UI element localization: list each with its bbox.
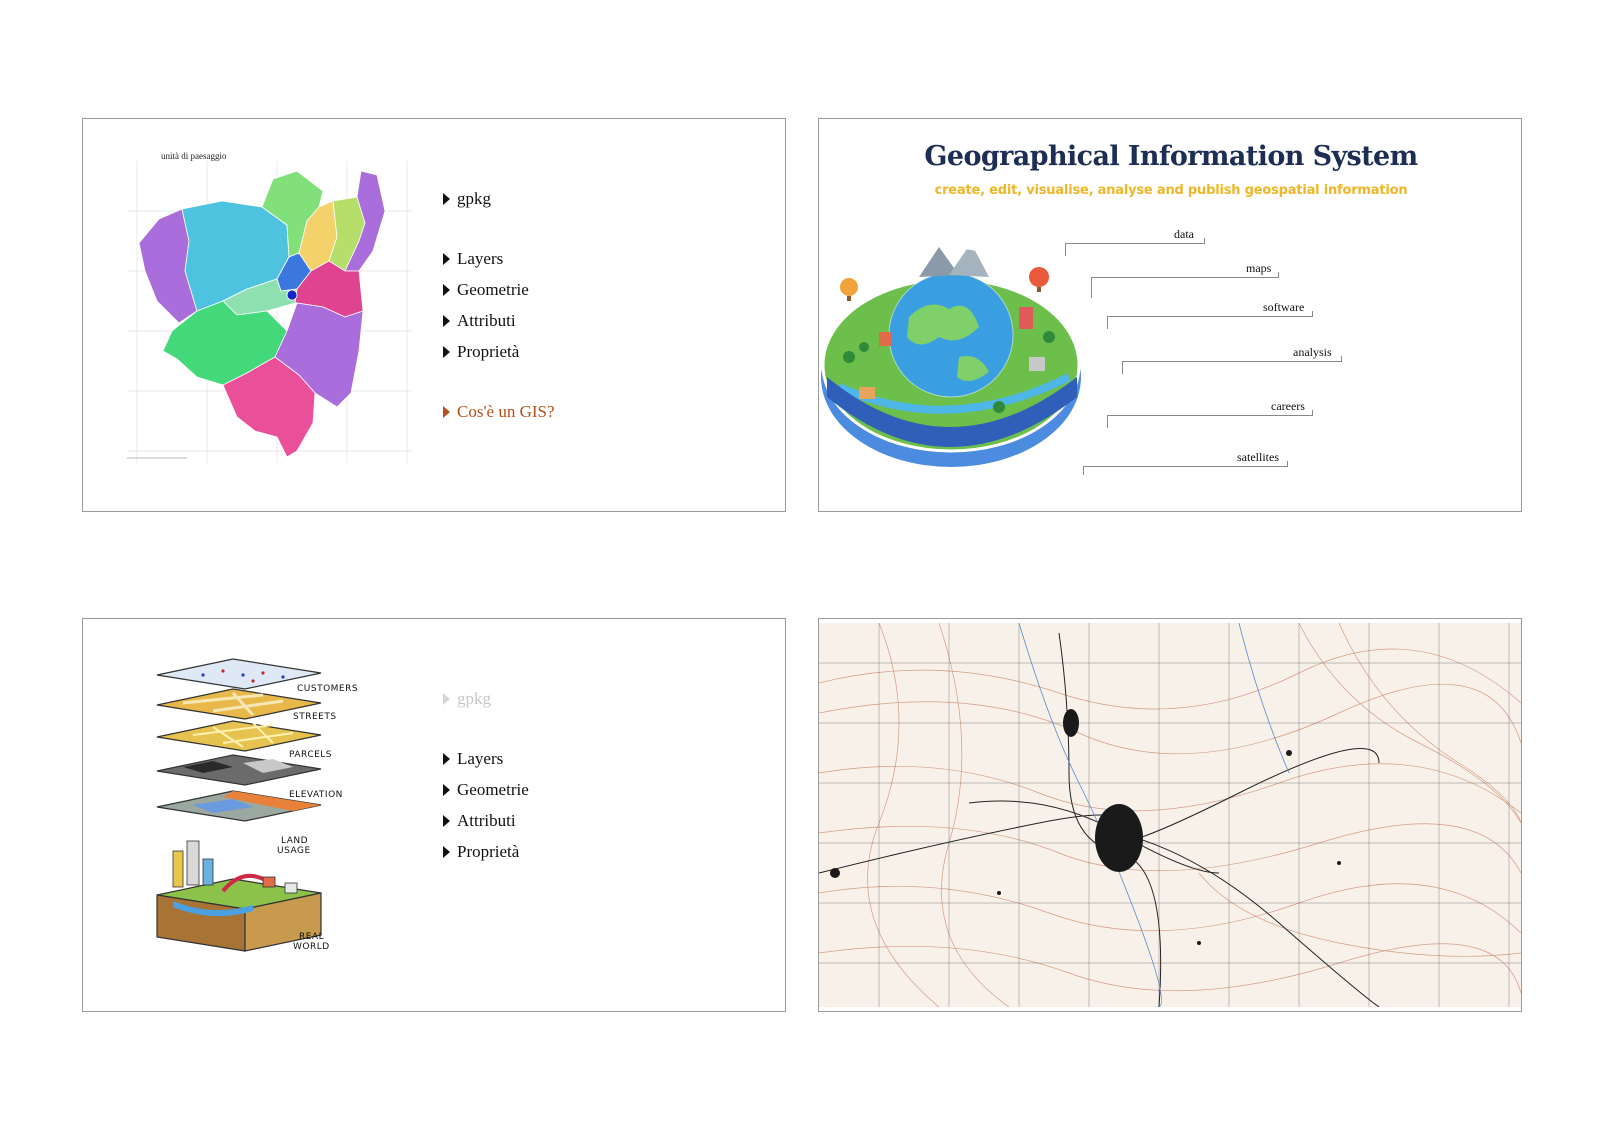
callout-line (1065, 238, 1205, 256)
layer-label-usage: USAGE (277, 846, 311, 856)
callout-analysis: analysis (1293, 345, 1332, 359)
map-caption: unità di paesaggio (161, 151, 227, 161)
layer-label-streets: STREETS (293, 712, 337, 722)
callout-software: software (1263, 300, 1305, 314)
triangle-bullet-icon (443, 315, 450, 327)
callout-line (1107, 410, 1313, 428)
bullet-item[interactable]: Attributi (443, 805, 529, 836)
triangle-bullet-icon (443, 253, 450, 265)
callout-satellites: satellites (1237, 450, 1279, 464)
bullet-item-highlight[interactable]: Cos'è un GIS? (443, 396, 555, 427)
triangle-bullet-icon (443, 693, 450, 705)
gis-subtitle: create, edit, visualise, analyse and pub… (934, 183, 1408, 198)
triangle-bullet-icon (443, 284, 450, 296)
bullet-item[interactable]: Proprietà (443, 336, 555, 367)
gis-layers-illustration: CUSTOMERS STREETS PARCELS ELEVATION LAND… (156, 658, 358, 952)
slide-3[interactable]: CUSTOMERS STREETS PARCELS ELEVATION LAND… (82, 618, 786, 1012)
bullet-item[interactable]: Geometrie (443, 774, 529, 805)
triangle-bullet-icon (443, 753, 450, 765)
slide-1[interactable]: unità di paesaggio gpkg L (82, 118, 786, 512)
callout-line (1122, 356, 1342, 374)
bullet-item[interactable]: Layers (443, 743, 529, 774)
layer-label-real: REAL (299, 932, 324, 942)
gis-title: Geographical Information System (924, 141, 1418, 172)
slide-2[interactable]: Geographical Information System create, … (818, 118, 1522, 512)
triangle-bullet-icon (443, 406, 450, 418)
globe-city-illustration (821, 243, 1081, 467)
landscape-units-map (127, 161, 412, 463)
callout-data: data (1174, 227, 1194, 241)
bullet-item[interactable]: Layers (443, 243, 555, 274)
callout-line (1083, 461, 1288, 475)
bullet-item[interactable]: Proprietà (443, 836, 529, 867)
layer-label-elevation: ELEVATION (289, 790, 343, 800)
bullet-item[interactable]: gpkg (443, 183, 555, 214)
bullet-item-faded[interactable]: gpkg (443, 683, 529, 714)
triangle-bullet-icon (443, 346, 450, 358)
layer-label-world: WORLD (293, 942, 330, 952)
bullet-list: gpkg Layers Geometrie Attributi Propriet… (443, 183, 555, 427)
triangle-bullet-icon (443, 815, 450, 827)
layer-label-land: LAND (281, 836, 308, 846)
triangle-bullet-icon (443, 784, 450, 796)
callout-careers: careers (1271, 399, 1305, 413)
callout-line (1107, 311, 1313, 329)
layer-label-parcels: PARCELS (289, 750, 332, 760)
bullet-item[interactable]: Attributi (443, 305, 555, 336)
topographic-map-image (819, 623, 1521, 1007)
layer-label-customers: CUSTOMERS (297, 684, 358, 694)
callout-maps: maps (1246, 261, 1272, 275)
callout-line (1091, 272, 1279, 298)
bullet-list: gpkg Layers Geometrie Attributi Propriet… (443, 683, 529, 867)
slide-4[interactable] (818, 618, 1522, 1012)
triangle-bullet-icon (443, 846, 450, 858)
triangle-bullet-icon (443, 193, 450, 205)
bullet-item[interactable]: Geometrie (443, 274, 555, 305)
